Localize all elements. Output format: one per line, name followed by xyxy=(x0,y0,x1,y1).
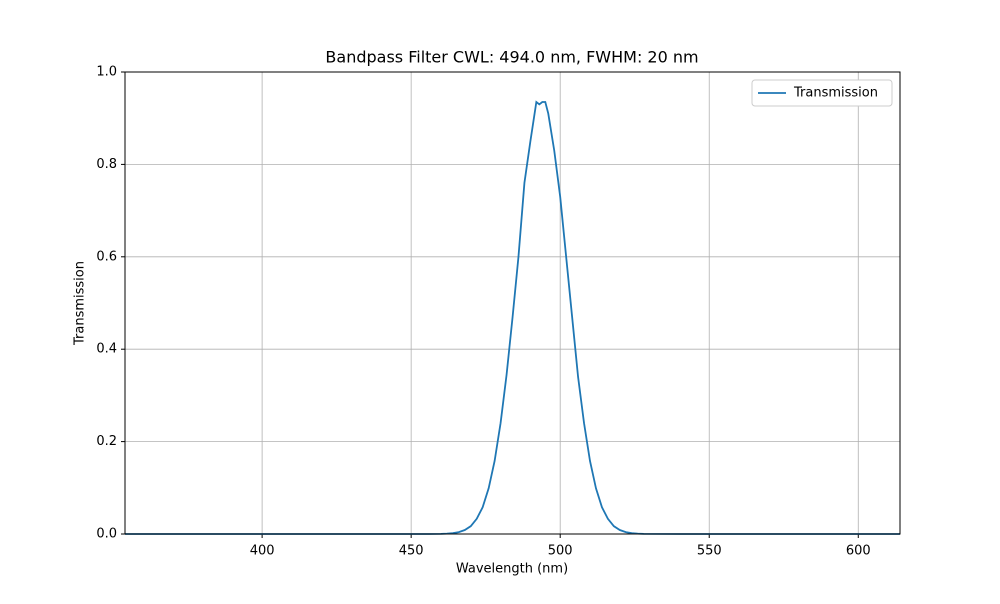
chart-title: Bandpass Filter CWL: 494.0 nm, FWHM: 20 … xyxy=(325,48,698,67)
x-tick-label: 500 xyxy=(548,544,573,559)
x-tick-label: 400 xyxy=(250,544,275,559)
y-tick-label: 0.4 xyxy=(96,342,117,357)
legend-label: Transmission xyxy=(793,86,878,101)
x-axis-label: Wavelength (nm) xyxy=(456,562,568,577)
y-tick-label: 0.8 xyxy=(96,157,117,172)
y-tick-label: 0.0 xyxy=(96,527,117,542)
legend-box xyxy=(751,79,893,107)
plot-frame xyxy=(124,71,901,535)
y-tick-label: 0.2 xyxy=(96,434,117,449)
y-axis-label: Transmission xyxy=(73,261,88,346)
x-tick-label: 450 xyxy=(399,544,424,559)
y-tick-label: 0.6 xyxy=(96,249,117,264)
x-tick-label: 600 xyxy=(846,544,871,559)
y-tick-label: 1.0 xyxy=(96,65,117,80)
x-tick-label: 550 xyxy=(697,544,722,559)
